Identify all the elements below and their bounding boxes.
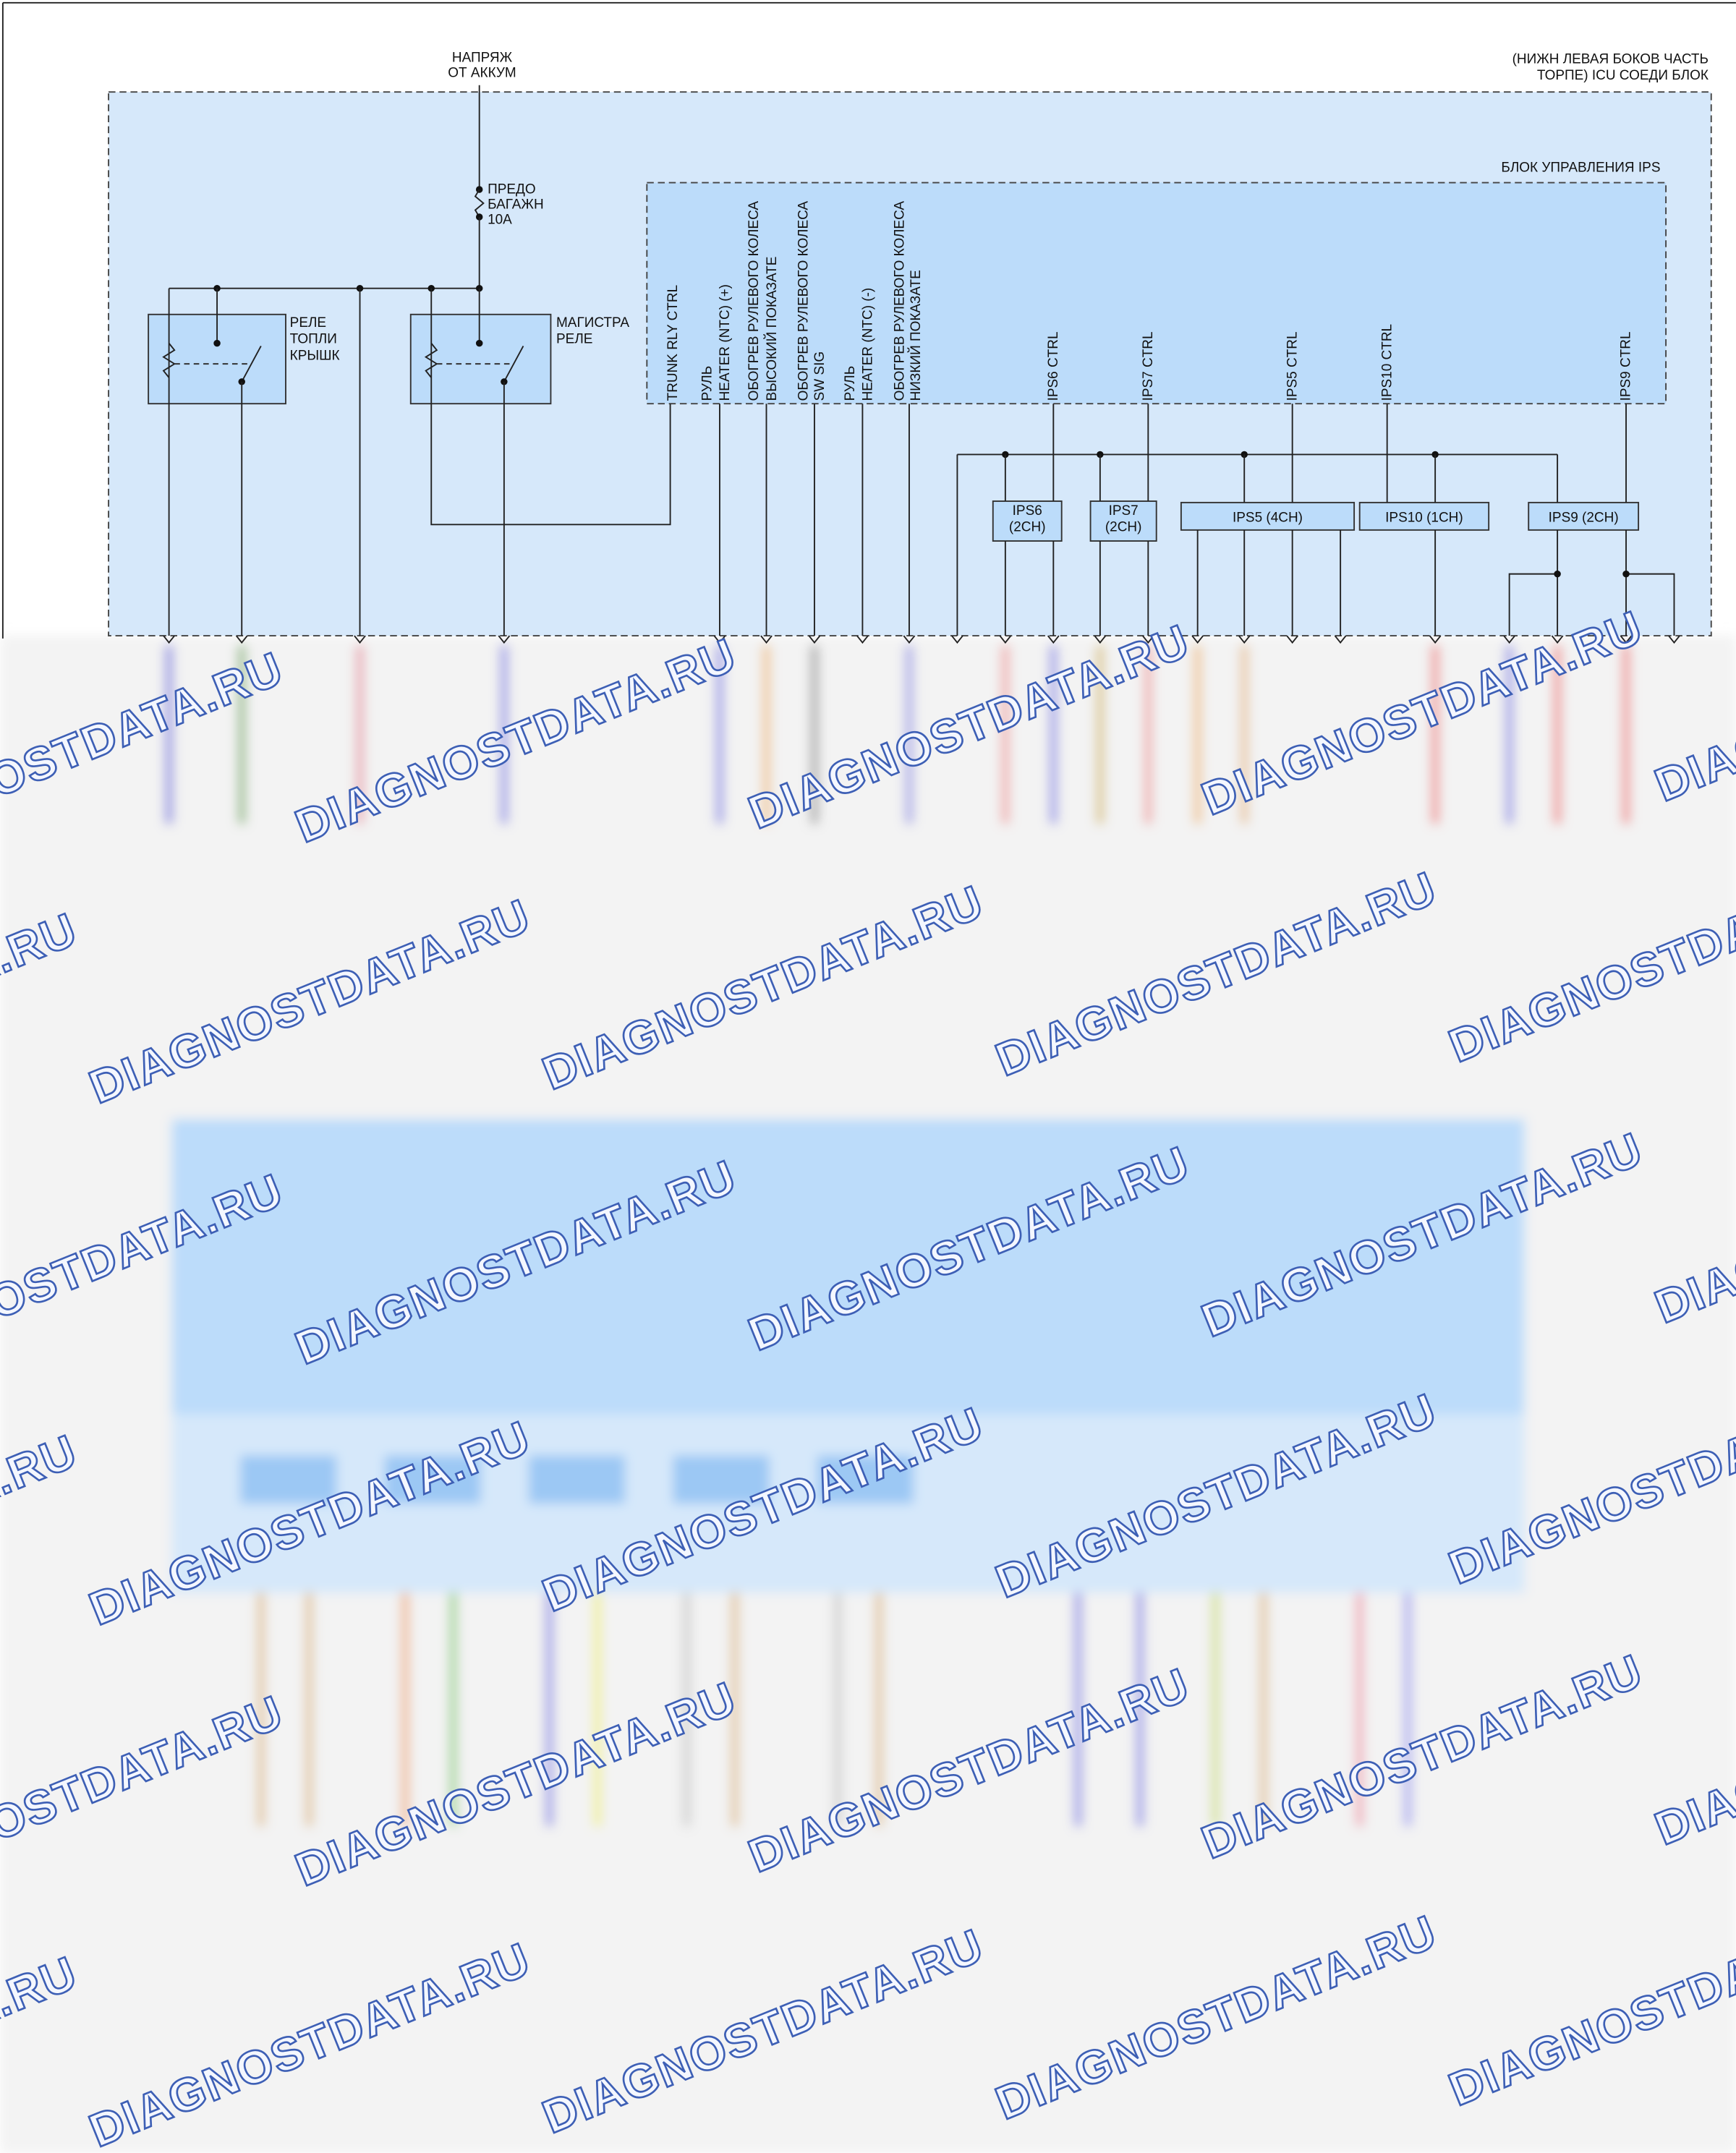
label: 10A xyxy=(488,212,512,227)
label: IPS7 CTRL xyxy=(1141,331,1156,401)
wire xyxy=(1508,573,1558,636)
wire xyxy=(1094,635,1107,644)
label: РЕЛЕ xyxy=(556,332,592,347)
wire xyxy=(1334,635,1347,644)
wire xyxy=(430,288,671,526)
label: (2CH) xyxy=(1009,520,1046,535)
blurred-module xyxy=(817,1455,914,1504)
junction xyxy=(1554,570,1561,578)
wire xyxy=(1668,635,1680,644)
junction xyxy=(213,339,221,347)
wire xyxy=(1238,635,1251,644)
label: РЕЛЕ xyxy=(290,315,326,331)
wire xyxy=(1191,635,1204,644)
junction xyxy=(1002,451,1009,459)
blurred-module xyxy=(529,1455,625,1504)
label: (НИЖН ЛЕВАЯ БОКОВ ЧАСТЬ xyxy=(1512,51,1709,67)
ips-module xyxy=(1180,501,1356,531)
wire xyxy=(354,635,366,644)
wire xyxy=(713,635,726,644)
label: TRUNK RLY CTRL xyxy=(665,285,681,401)
wire xyxy=(1141,635,1154,644)
wire xyxy=(903,635,916,644)
label: НАПРЯЖ xyxy=(452,50,513,65)
wires xyxy=(148,85,1680,644)
label: IPS5 CTRL xyxy=(1285,331,1300,401)
label: РУЛЬ xyxy=(700,366,715,401)
label: IPS9 CTRL xyxy=(1619,331,1634,401)
junction xyxy=(1622,570,1630,578)
wire xyxy=(241,345,262,383)
junction xyxy=(1241,451,1248,459)
blurred-module xyxy=(673,1455,770,1504)
wire xyxy=(424,343,438,378)
wire xyxy=(1286,635,1299,644)
wire xyxy=(1626,573,1675,636)
wire xyxy=(856,635,869,644)
label: IPS9 (2CH) xyxy=(1549,510,1619,525)
blurred-module xyxy=(384,1455,481,1504)
label: МАГИСТРА xyxy=(556,315,629,331)
label: КРЫШК xyxy=(290,348,340,363)
wire xyxy=(474,189,485,218)
junction xyxy=(1097,451,1104,459)
wire xyxy=(163,635,175,644)
label: IPS10 (1CH) xyxy=(1385,510,1463,525)
label: (2CH) xyxy=(1105,520,1142,535)
blurred-module xyxy=(240,1455,337,1504)
relay xyxy=(409,313,552,405)
label: IPS6 CTRL xyxy=(1046,331,1061,401)
label: SW SIG xyxy=(812,351,827,401)
junction xyxy=(475,339,483,347)
wire xyxy=(1503,635,1515,644)
label: ОБОГРЕВ РУЛЕВОГО КОЛЕСА xyxy=(746,201,762,401)
label: ТОРПЕ) ICU СОЕДИ БЛОК xyxy=(1537,68,1709,83)
ips-unit xyxy=(646,182,1667,405)
wire xyxy=(235,635,248,644)
label: ОБОГРЕВ РУЛЕВОГО КОЛЕСА xyxy=(892,201,907,401)
label: БАГАЖН xyxy=(488,197,544,213)
wire xyxy=(503,345,524,383)
wire xyxy=(1620,635,1633,644)
label: ОБОГРЕВ РУЛЕВОГО КОЛЕСА xyxy=(796,201,811,401)
wire xyxy=(1429,635,1442,644)
label: ПРЕДО xyxy=(488,182,536,197)
wire xyxy=(1551,635,1564,644)
label: РУЛЬ xyxy=(843,366,858,401)
label: ВЫСОКИЙ ПОКАЗАТЕ xyxy=(764,257,780,401)
wire xyxy=(951,635,963,644)
wire xyxy=(808,635,821,644)
label: ОТ АККУМ xyxy=(448,65,516,80)
ips-module xyxy=(1358,501,1490,531)
label: IPS5 (4CH) xyxy=(1233,510,1303,525)
wire xyxy=(999,635,1012,644)
ips-module xyxy=(1089,500,1157,542)
label: ТОПЛИ xyxy=(290,332,337,347)
junction xyxy=(1431,451,1439,459)
label: IPS7 xyxy=(1109,503,1139,519)
label: HEATER (NTC) (-) xyxy=(861,288,876,401)
blurred-lower-part xyxy=(0,636,1736,2153)
ips-module xyxy=(1528,501,1640,531)
label: IPS10 CTRL xyxy=(1379,324,1395,401)
wire xyxy=(1047,635,1060,644)
label: НИЗКИЙ ПОКАЗАТЕ xyxy=(908,270,924,401)
wire xyxy=(162,343,176,378)
ips-module xyxy=(992,500,1063,542)
wire xyxy=(760,635,773,644)
label: IPS6 xyxy=(1013,503,1042,519)
label: HEATER (NTC) (+) xyxy=(718,284,733,401)
label: БЛОК УПРАВЛЕНИЯ IPS xyxy=(1501,160,1660,175)
wire xyxy=(498,635,511,644)
